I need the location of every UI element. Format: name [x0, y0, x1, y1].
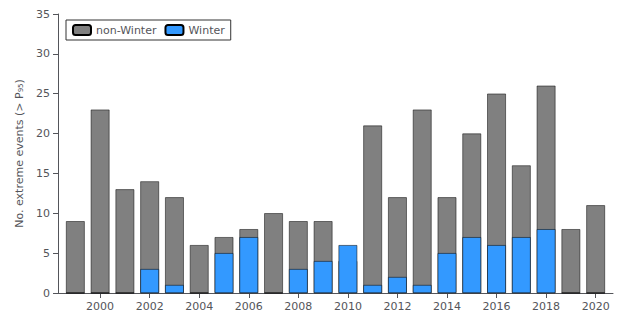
svg-text:2014: 2014 [433, 300, 461, 313]
svg-text:5: 5 [43, 247, 50, 260]
svg-text:2010: 2010 [334, 300, 362, 313]
svg-text:2012: 2012 [383, 300, 411, 313]
svg-text:2006: 2006 [235, 300, 263, 313]
svg-text:35: 35 [36, 8, 50, 21]
svg-text:No. extreme events (> P₉₅): No. extreme events (> P₉₅) [13, 79, 26, 228]
svg-text:2008: 2008 [284, 300, 312, 313]
svg-text:30: 30 [36, 47, 50, 60]
svg-text:2016: 2016 [483, 300, 511, 313]
svg-text:2018: 2018 [532, 300, 560, 313]
svg-text:2002: 2002 [136, 300, 164, 313]
svg-text:Winter: Winter [188, 24, 225, 37]
svg-text:2020: 2020 [582, 300, 610, 313]
svg-text:10: 10 [36, 207, 50, 220]
svg-text:25: 25 [36, 87, 50, 100]
svg-text:15: 15 [36, 167, 50, 180]
svg-text:0: 0 [43, 287, 50, 300]
svg-text:non-Winter: non-Winter [96, 24, 157, 37]
svg-text:2004: 2004 [185, 300, 213, 313]
svg-text:2000: 2000 [86, 300, 114, 313]
svg-text:20: 20 [36, 127, 50, 140]
